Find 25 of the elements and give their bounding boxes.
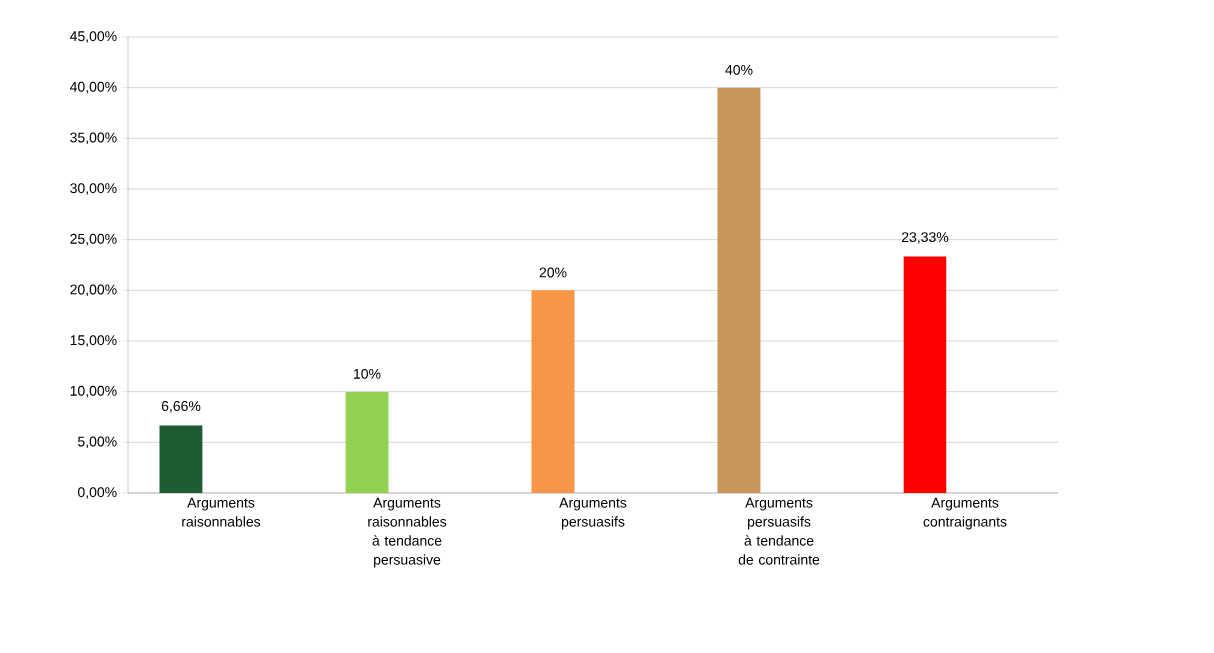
bar <box>531 290 575 493</box>
y-tick-label: 5,00% <box>78 436 117 449</box>
y-tick-label: 40,00% <box>69 81 117 94</box>
bar <box>717 87 761 493</box>
y-tick-label: 25,00% <box>70 233 117 246</box>
y-tick-label: 10,00% <box>70 385 117 398</box>
bar <box>903 256 947 493</box>
x-tick-label: Arguments persuasifs <box>559 497 627 530</box>
x-tick-label: Arguments persuasifs à tendance de contrainte <box>738 497 820 565</box>
x-tick-label: Arguments raisonnables <box>182 497 261 527</box>
bar <box>345 391 389 493</box>
data-label: 20% <box>539 267 567 278</box>
bar <box>159 425 203 493</box>
data-label: 23,33% <box>901 232 949 244</box>
y-tick-label: 30,00% <box>70 183 117 195</box>
y-tick-label: 15,00% <box>70 335 117 347</box>
y-tick-label: 20,00% <box>70 284 117 297</box>
y-tick-label: 0,00% <box>77 487 117 499</box>
data-label: 10% <box>354 368 381 379</box>
x-tick-label: Arguments raisonnables à tendance persuasive <box>368 497 447 568</box>
data-label: 40% <box>725 64 753 75</box>
x-tick-label: Arguments contraignants <box>923 497 1007 530</box>
y-tick-label: 35,00% <box>70 132 117 145</box>
y-tick-label: 45,00% <box>69 31 117 43</box>
data-label: 6,66% <box>161 401 201 413</box>
